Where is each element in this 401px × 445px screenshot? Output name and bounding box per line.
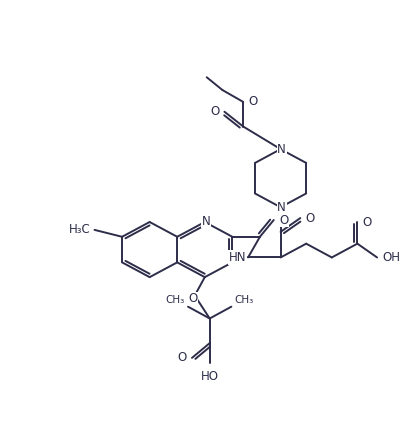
Text: CH₃: CH₃	[166, 295, 184, 305]
Text: HN: HN	[228, 251, 245, 264]
Text: O: O	[210, 105, 219, 118]
Text: O: O	[188, 292, 197, 305]
Text: O: O	[361, 215, 371, 229]
Text: N: N	[277, 143, 285, 156]
Text: H₃C: H₃C	[69, 223, 90, 236]
Text: N: N	[277, 201, 285, 214]
Text: HO: HO	[200, 370, 218, 383]
Text: O: O	[177, 352, 186, 364]
Text: CH₃: CH₃	[234, 295, 253, 305]
Text: OH: OH	[381, 251, 399, 264]
Text: N: N	[201, 214, 210, 227]
Text: O: O	[279, 214, 288, 227]
Text: O: O	[247, 95, 257, 109]
Text: O: O	[304, 211, 314, 225]
